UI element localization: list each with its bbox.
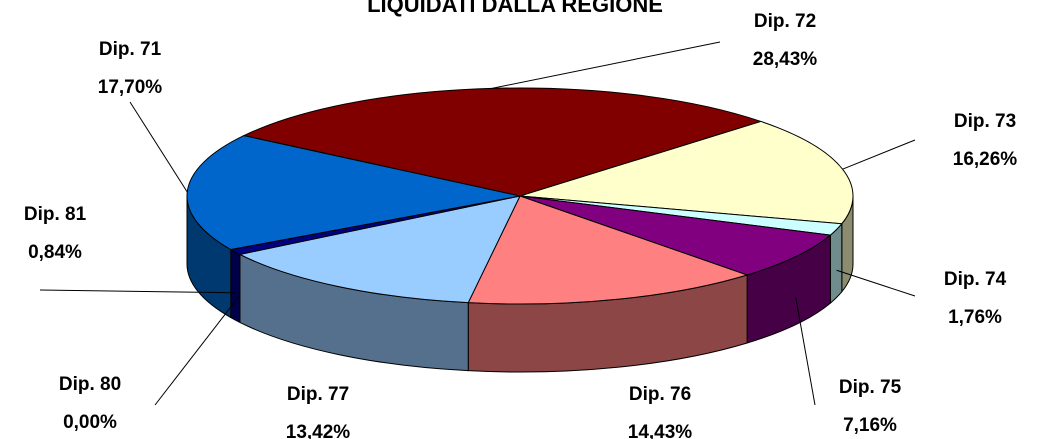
category-label: Dip. 75 bbox=[839, 377, 902, 398]
pie-slice bbox=[519, 195, 832, 276]
pie-slice bbox=[242, 87, 763, 197]
pie-slice bbox=[238, 195, 521, 304]
value-label: 17,70% bbox=[98, 77, 163, 98]
category-label: Dip. 73 bbox=[954, 111, 1016, 132]
pie-slice bbox=[519, 120, 854, 225]
category-label: Dip. 74 bbox=[944, 269, 1007, 290]
category-label: Dip. 76 bbox=[629, 384, 691, 405]
leader-line bbox=[842, 139, 916, 170]
value-label: 0,00% bbox=[63, 412, 117, 433]
category-label: Dip. 81 bbox=[24, 204, 87, 225]
leader-line bbox=[491, 41, 721, 89]
pie-side bbox=[230, 248, 241, 324]
value-label: 28,43% bbox=[753, 49, 818, 70]
value-label: 1,76% bbox=[948, 307, 1002, 328]
pie-slice bbox=[186, 135, 521, 251]
pie-tops bbox=[186, 87, 854, 305]
chart-title: LIQUIDATI DALLA REGIONE bbox=[367, 0, 663, 17]
category-label: Dip. 72 bbox=[754, 11, 816, 32]
category-label: Dip. 77 bbox=[287, 384, 349, 405]
value-label: 0,84% bbox=[28, 242, 82, 263]
pie-side bbox=[829, 222, 843, 305]
value-label: 13,42% bbox=[286, 422, 351, 439]
leader-line bbox=[39, 289, 236, 294]
leader-line bbox=[129, 101, 188, 193]
leader-line bbox=[795, 297, 816, 406]
value-label: 14,43% bbox=[628, 422, 693, 439]
leader-line bbox=[154, 294, 241, 406]
pie-slice bbox=[467, 195, 749, 305]
labels: Dip. 72 28,43% Dip. 73 16,26% Dip. 74 1,76% Di… bbox=[24, 11, 1017, 439]
category-label: Dip. 71 bbox=[99, 39, 162, 60]
category-label: Dip. 80 bbox=[59, 374, 121, 395]
value-label: 16,26% bbox=[953, 149, 1018, 170]
value-label: 7,16% bbox=[843, 415, 897, 436]
leader-line bbox=[836, 269, 916, 297]
